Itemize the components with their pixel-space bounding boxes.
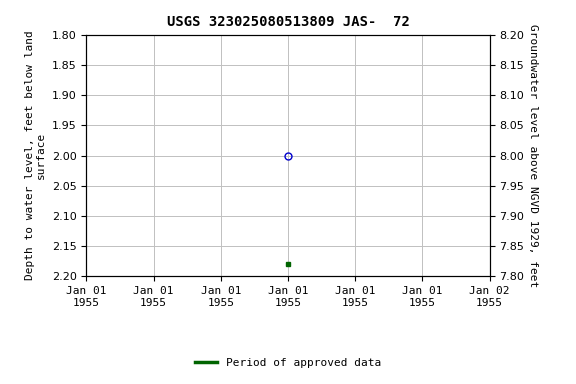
Legend: Period of approved data: Period of approved data (191, 354, 385, 372)
Title: USGS 323025080513809 JAS-  72: USGS 323025080513809 JAS- 72 (166, 15, 410, 29)
Y-axis label: Depth to water level, feet below land
surface: Depth to water level, feet below land su… (25, 31, 46, 280)
Y-axis label: Groundwater level above NGVD 1929, feet: Groundwater level above NGVD 1929, feet (528, 24, 538, 287)
